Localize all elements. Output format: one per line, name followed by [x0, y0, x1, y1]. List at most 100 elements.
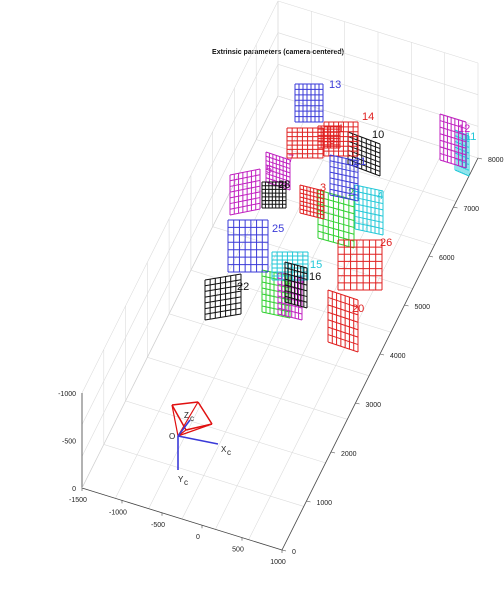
camera-x-label: X [221, 445, 227, 454]
camera-x-label-sub: c [227, 448, 231, 457]
board-gridline [229, 168, 261, 176]
board-label: 21 [354, 156, 366, 168]
board-12: 12 [439, 113, 470, 169]
x-tick-label: 500 [232, 547, 244, 554]
board-gridline [354, 184, 384, 192]
z-tick-mark [453, 206, 458, 209]
grid-line [103, 444, 304, 507]
camera-frame: OX cY cZ c [169, 401, 231, 487]
z-tick-label: 3000 [366, 402, 382, 409]
y-tick-label: -500 [62, 439, 76, 446]
board-gridline [439, 120, 467, 130]
board-label: 4 [377, 190, 383, 202]
board-26: 26 [337, 237, 392, 291]
z-tick-label: 5000 [415, 304, 431, 311]
grid-line [81, 64, 279, 457]
board-gridline [329, 171, 359, 179]
calibration-boards: 12345678910111213141516202122252628 [204, 79, 476, 353]
frustum-edge [171, 401, 199, 406]
board-gridline [327, 289, 359, 301]
box-edge [81, 95, 279, 489]
board-14: 14 [323, 111, 374, 157]
board-gridline [327, 311, 359, 323]
board-gridline [299, 188, 325, 196]
board-gridline [299, 196, 325, 204]
board-gridline [317, 237, 355, 249]
frustum-edge [171, 404, 187, 431]
board-gridline [265, 155, 291, 165]
z-tick-label: 8000 [488, 157, 504, 164]
grid-line [169, 313, 370, 377]
board-gridline [265, 168, 291, 178]
camera-z-label: Z [184, 411, 189, 420]
board-gridline [299, 192, 325, 200]
grid-line [277, 0, 479, 64]
board-label: 6 [286, 279, 292, 291]
board-gridline [284, 284, 308, 292]
board-gridline [299, 208, 325, 216]
board-label: 11 [465, 131, 476, 143]
x-tick-label: -1000 [109, 509, 127, 516]
board-gridline [229, 185, 261, 193]
board-gridline [439, 139, 467, 149]
board-3: 3 [299, 182, 326, 220]
z-tick-mark [379, 353, 385, 356]
board-label: 25 [272, 223, 284, 235]
board-gridline [327, 319, 359, 331]
z-tick-mark [477, 157, 483, 160]
board-label: 20 [352, 303, 364, 315]
board-label: 2 [348, 187, 354, 199]
z-tick-label: 4000 [390, 353, 406, 360]
board-gridline [354, 197, 384, 205]
grid-line [81, 32, 279, 425]
board-16: 16 [284, 261, 321, 309]
board-gridline [277, 301, 303, 309]
board-gridline [347, 158, 381, 172]
board-gridline [329, 165, 359, 173]
board-gridline [329, 160, 359, 168]
board-gridline [284, 267, 308, 275]
grid-line [248, 147, 445, 540]
board-gridline [204, 284, 242, 292]
board-gridline [284, 301, 308, 309]
x-tick-label: 0 [196, 534, 200, 541]
board-gridline [454, 169, 470, 177]
x-tick-label: -1500 [69, 497, 87, 504]
tick-labels: -1500 -1000 -500 0 500 1000 -1000 -500 0 0 1000 200… [58, 157, 504, 566]
board-gridline [327, 334, 359, 346]
board-gridline [439, 159, 467, 169]
grid-line [148, 116, 345, 509]
board-label: 3 [320, 182, 326, 194]
board-gridline [204, 279, 242, 287]
camera-z-label-sub: c [190, 414, 194, 423]
board-25: 25 [227, 219, 284, 273]
x-tick-label: -500 [151, 522, 165, 529]
board-gridline [439, 133, 467, 143]
board-gridline [317, 223, 355, 235]
board-gridline [204, 273, 242, 281]
board-gridline [229, 191, 261, 199]
board-gridline [327, 304, 359, 316]
camera-x-axis [177, 435, 219, 445]
grid-line [147, 357, 348, 420]
board-gridline [265, 172, 291, 182]
z-tick-label: 1000 [317, 500, 333, 507]
board-gridline [284, 290, 308, 298]
board-gridline [299, 204, 325, 212]
board-gridline [277, 313, 303, 321]
board-gridline [299, 200, 325, 208]
camera-origin-label: O [169, 432, 175, 441]
z-tick-mark [404, 304, 409, 307]
board-gridline [204, 313, 242, 321]
frustum-edge [197, 401, 213, 425]
frustum-ray [177, 423, 213, 437]
board-gridline [277, 307, 303, 315]
board-gridline [204, 296, 242, 304]
board-label: 12 [458, 123, 470, 135]
z-tick-label: 7000 [464, 206, 480, 213]
z-tick-label: 6000 [439, 255, 455, 262]
board-gridline [439, 113, 467, 123]
board-label: 1 [338, 123, 344, 135]
board-gridline [329, 188, 359, 196]
board-20: 20 [327, 289, 364, 353]
